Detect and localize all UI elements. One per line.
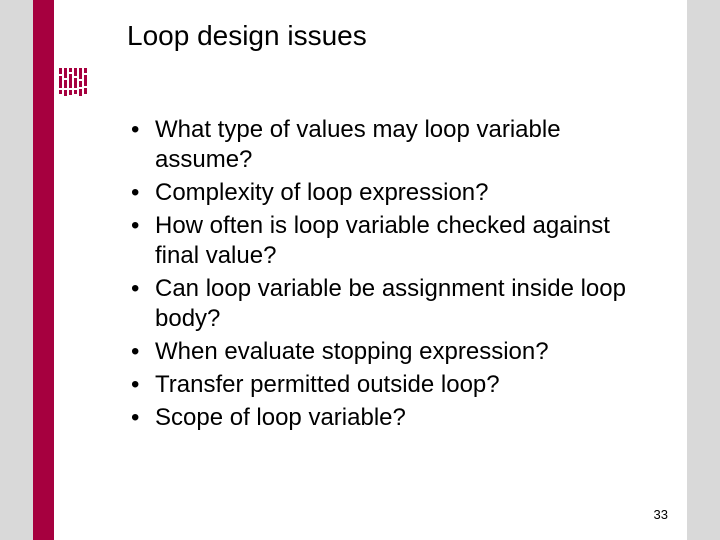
bullet-item: Transfer permitted outside loop? [155, 370, 655, 400]
bullet-item: When evaluate stopping expression? [155, 337, 655, 367]
slide-title: Loop design issues [127, 20, 367, 52]
bullet-item: How often is loop variable checked again… [155, 211, 655, 271]
barcode-logo [59, 68, 91, 96]
accent-band [33, 0, 54, 540]
bullet-item: Scope of loop variable? [155, 403, 655, 433]
bullet-item: What type of values may loop variable as… [155, 115, 655, 175]
bullet-item: Complexity of loop expression? [155, 178, 655, 208]
page-number: 33 [654, 507, 668, 522]
bullet-item: Can loop variable be assignment inside l… [155, 274, 655, 334]
bullet-list: What type of values may loop variable as… [155, 115, 655, 436]
